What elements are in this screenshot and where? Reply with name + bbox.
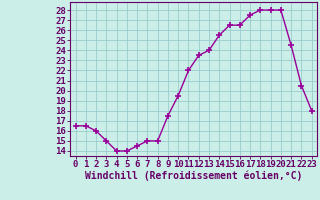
X-axis label: Windchill (Refroidissement éolien,°C): Windchill (Refroidissement éolien,°C) xyxy=(85,171,302,181)
